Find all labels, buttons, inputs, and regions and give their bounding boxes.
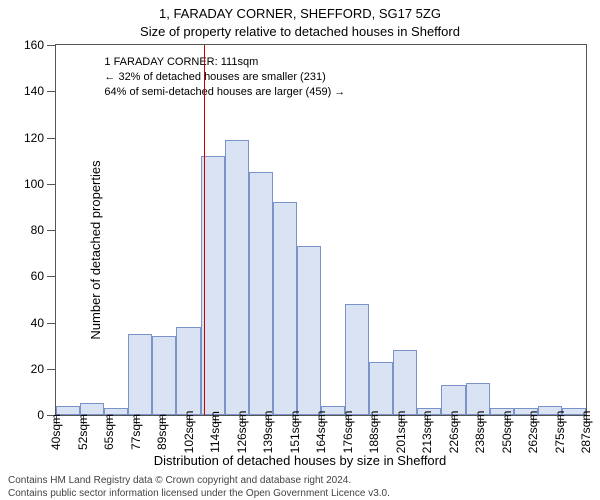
y-tick-label: 100	[24, 177, 44, 191]
y-tick-label: 20	[31, 362, 44, 376]
footer-line2: Contains public sector information licen…	[8, 487, 592, 500]
x-tick-label: 238sqm	[473, 411, 487, 454]
x-axis-label: Distribution of detached houses by size …	[0, 453, 600, 468]
annotation-line1: 1 FARADAY CORNER: 111sqm	[104, 55, 345, 70]
chart-title-line2: Size of property relative to detached ho…	[0, 24, 600, 39]
y-tick-label: 60	[31, 269, 44, 283]
histogram-bar	[128, 334, 152, 415]
annotation-line3: 64% of semi-detached houses are larger (…	[104, 85, 345, 100]
x-tick-label: 275sqm	[553, 411, 567, 454]
histogram-bar	[273, 202, 297, 415]
chart-container: 1, FARADAY CORNER, SHEFFORD, SG17 5ZG Si…	[0, 0, 600, 500]
x-tick-label: 250sqm	[500, 411, 514, 454]
y-tick	[47, 230, 55, 231]
histogram-bar	[225, 140, 249, 415]
x-tick-label: 40sqm	[49, 414, 63, 450]
y-tick-label: 80	[31, 223, 44, 237]
x-tick-label: 126sqm	[235, 411, 249, 454]
y-tick	[47, 45, 55, 46]
y-tick-label: 120	[24, 131, 44, 145]
y-tick	[47, 138, 55, 139]
histogram-bar	[152, 336, 176, 415]
plot-area: 1 FARADAY CORNER: 111sqm ← 32% of detach…	[55, 44, 587, 416]
histogram-bar	[345, 304, 369, 415]
x-tick-label: 89sqm	[155, 414, 169, 450]
x-tick-label: 164sqm	[314, 411, 328, 454]
y-tick	[47, 276, 55, 277]
histogram-bar	[369, 362, 393, 415]
x-tick-label: 176sqm	[341, 411, 355, 454]
x-tick-label: 188sqm	[367, 411, 381, 454]
chart-title-line1: 1, FARADAY CORNER, SHEFFORD, SG17 5ZG	[0, 6, 600, 21]
y-tick	[47, 323, 55, 324]
y-tick-label: 0	[37, 408, 44, 422]
footer-attribution: Contains HM Land Registry data © Crown c…	[8, 474, 592, 500]
x-tick-label: 262sqm	[526, 411, 540, 454]
x-tick-label: 151sqm	[288, 411, 302, 454]
x-tick-label: 65sqm	[102, 414, 116, 450]
y-tick	[47, 184, 55, 185]
x-tick-label: 201sqm	[394, 411, 408, 454]
x-tick-label: 114sqm	[208, 411, 222, 453]
x-tick-label: 102sqm	[182, 411, 196, 454]
x-tick-label: 287sqm	[579, 411, 593, 454]
footer-line1: Contains HM Land Registry data © Crown c…	[8, 474, 592, 487]
y-tick-label: 40	[31, 316, 44, 330]
x-tick-label: 77sqm	[129, 414, 143, 450]
x-tick-label: 213sqm	[420, 411, 434, 454]
y-tick-label: 160	[24, 38, 44, 52]
annotation-line2: ← 32% of detached houses are smaller (23…	[104, 70, 345, 85]
annotation-box: 1 FARADAY CORNER: 111sqm ← 32% of detach…	[98, 52, 351, 103]
histogram-bar	[393, 350, 417, 415]
y-tick	[47, 91, 55, 92]
x-tick-label: 226sqm	[447, 411, 461, 454]
histogram-bar	[297, 246, 321, 415]
histogram-bar	[249, 172, 273, 415]
histogram-bar	[176, 327, 200, 415]
y-tick	[47, 369, 55, 370]
x-tick-label: 139sqm	[261, 411, 275, 454]
y-tick-label: 140	[24, 84, 44, 98]
marker-line	[204, 45, 205, 415]
x-tick-label: 52sqm	[76, 414, 90, 450]
